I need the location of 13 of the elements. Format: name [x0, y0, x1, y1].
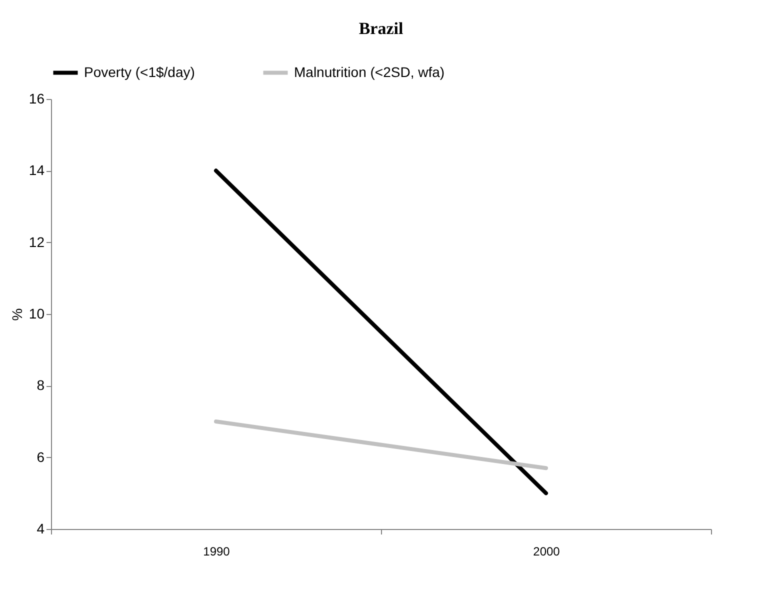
y-tick-label: 14 — [28, 162, 45, 178]
y-tick-label: 16 — [28, 90, 45, 106]
y-tick-label: 8 — [36, 377, 45, 394]
chart-title: Brazil — [358, 19, 404, 38]
y-tick-label: 6 — [36, 448, 45, 465]
y-tick-label: 12 — [28, 234, 45, 250]
y-axis-title: % — [8, 308, 25, 321]
legend-label: Malnutrition (<2SD, wfa) — [294, 64, 445, 80]
y-tick-label: 10 — [28, 306, 45, 322]
x-tick-label: 1990 — [203, 544, 230, 558]
y-tick-label: 4 — [36, 520, 45, 536]
legend-label: Poverty (<1$/day) — [84, 64, 195, 80]
x-tick-label: 2000 — [533, 544, 560, 558]
